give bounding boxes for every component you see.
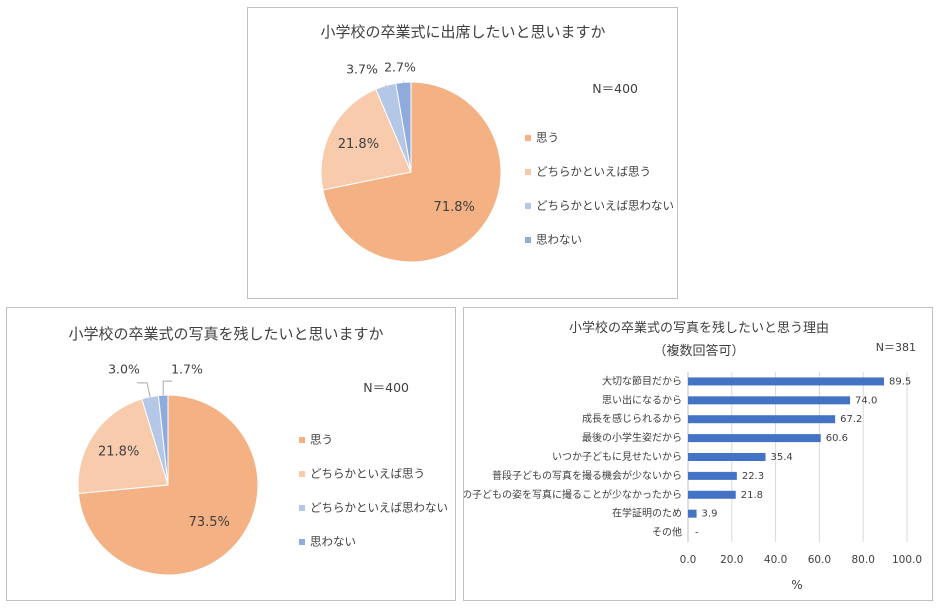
chart-subtitle: （複数回答可） <box>653 343 744 359</box>
pie-chart-attend: 小学校の卒業式に出席したいと思いますか N＝400 71.8% 21.8% 3.7%… <box>320 23 674 263</box>
bar-value-label: 21.8 <box>741 490 763 501</box>
data-label: 73.5% <box>189 515 230 530</box>
legend-item: どちらかといえば思う <box>536 165 651 179</box>
x-axis-label: % <box>791 578 802 592</box>
legend-item: 思う <box>310 433 333 447</box>
data-label: 1.7% <box>171 362 203 377</box>
bar-value-label: 3.9 <box>702 509 718 520</box>
y-tick-label: いつか子どもに見せたいから <box>552 451 682 463</box>
legend-swatch <box>299 505 305 511</box>
bar-chart-reasons-panel: 小学校の卒業式の写真を残したいと思う理由 （複数回答可） N＝381 % 0.0… <box>463 307 933 601</box>
bar-value-label: 22.3 <box>742 471 764 482</box>
x-tick-label: 20.0 <box>720 554 743 566</box>
n-label: N＝381 <box>876 341 916 354</box>
bar-value-label: 35.4 <box>771 452 793 463</box>
y-tick-label: 在学証明のため <box>612 507 682 520</box>
pie-slice <box>77 398 169 495</box>
legend-swatch <box>525 135 531 141</box>
data-label: 71.8% <box>434 200 475 215</box>
data-label: 2.7% <box>384 60 416 75</box>
bar <box>688 377 885 386</box>
legend-item: どちらかといえば思わない <box>536 199 674 213</box>
x-tick-label: 40.0 <box>764 554 787 566</box>
pie-chart-photo: 小学校の卒業式の写真を残したいと思いますか N＝400 73.5% 21.8% 3.… <box>68 325 448 576</box>
bar <box>688 453 766 461</box>
bar <box>688 396 851 405</box>
pie-slice <box>322 81 502 263</box>
legend-swatch <box>299 539 305 545</box>
bar <box>688 471 737 480</box>
x-tick-label: 0.0 <box>680 554 697 566</box>
legend-swatch <box>525 237 531 243</box>
legend-swatch <box>299 437 305 443</box>
data-label: 3.0% <box>108 362 140 377</box>
pie-slice <box>320 88 412 191</box>
bar-value-label: 74.0 <box>855 395 877 406</box>
data-label: 3.7% <box>346 62 378 77</box>
data-label: 21.8% <box>98 444 139 459</box>
legend-item: どちらかといえば思わない <box>310 501 448 515</box>
y-tick-label: 最後の小学生姿だから <box>582 431 682 444</box>
data-label: 21.8% <box>338 137 379 152</box>
y-tick-label: 普段子どもの写真を撮る機会が少ないから <box>492 469 682 482</box>
legend-item: 思う <box>536 131 559 145</box>
chart-title: 小学校の卒業式の写真を残したいと思いますか <box>68 325 383 343</box>
y-tick-label: 大切な節目だから <box>602 374 682 387</box>
n-label: N＝400 <box>592 81 638 96</box>
leader-line <box>137 382 151 397</box>
legend-item: どちらかといえば思う <box>310 467 425 481</box>
bar <box>688 415 836 424</box>
bar-value-label: - <box>695 528 699 539</box>
bar-chart-reasons: 小学校の卒業式の写真を残したいと思う理由 （複数回答可） N＝381 % 0.0… <box>464 320 922 592</box>
bar-value-label: 67.2 <box>840 414 862 425</box>
y-tick-label: その他 <box>652 526 682 539</box>
bar <box>688 434 821 443</box>
leader-line <box>162 380 173 396</box>
y-tick-label: 学校での子どもの姿を写真に撮ることが少なかったから <box>464 488 682 501</box>
pie-chart-photo-panel: 小学校の卒業式の写真を残したいと思いますか N＝400 73.5% 21.8% 3.… <box>6 307 456 601</box>
bar <box>688 490 736 499</box>
legend-item: 思わない <box>310 535 356 549</box>
n-label: N＝400 <box>363 380 409 395</box>
x-tick-label: 60.0 <box>808 554 831 566</box>
x-tick-label: 100.0 <box>892 554 922 566</box>
chart-title: 小学校の卒業式の写真を残したいと思う理由 <box>569 320 829 336</box>
pie-slice <box>395 81 412 173</box>
bar-value-label: 60.6 <box>826 433 848 444</box>
y-tick-label: 成長を感じられるから <box>582 412 682 425</box>
legend-swatch <box>299 471 305 477</box>
legend-swatch <box>525 203 531 209</box>
x-tick-label: 80.0 <box>852 554 875 566</box>
pie-chart-attend-panel: 小学校の卒業式に出席したいと思いますか N＝400 71.8% 21.8% 3.7%… <box>247 7 678 299</box>
chart-title: 小学校の卒業式に出席したいと思いますか <box>320 23 605 41</box>
legend-swatch <box>525 169 531 175</box>
legend-item: 思わない <box>536 233 582 247</box>
bar <box>688 509 697 518</box>
y-tick-label: 思い出になるから <box>602 393 682 406</box>
bar-value-label: 89.5 <box>889 376 911 387</box>
